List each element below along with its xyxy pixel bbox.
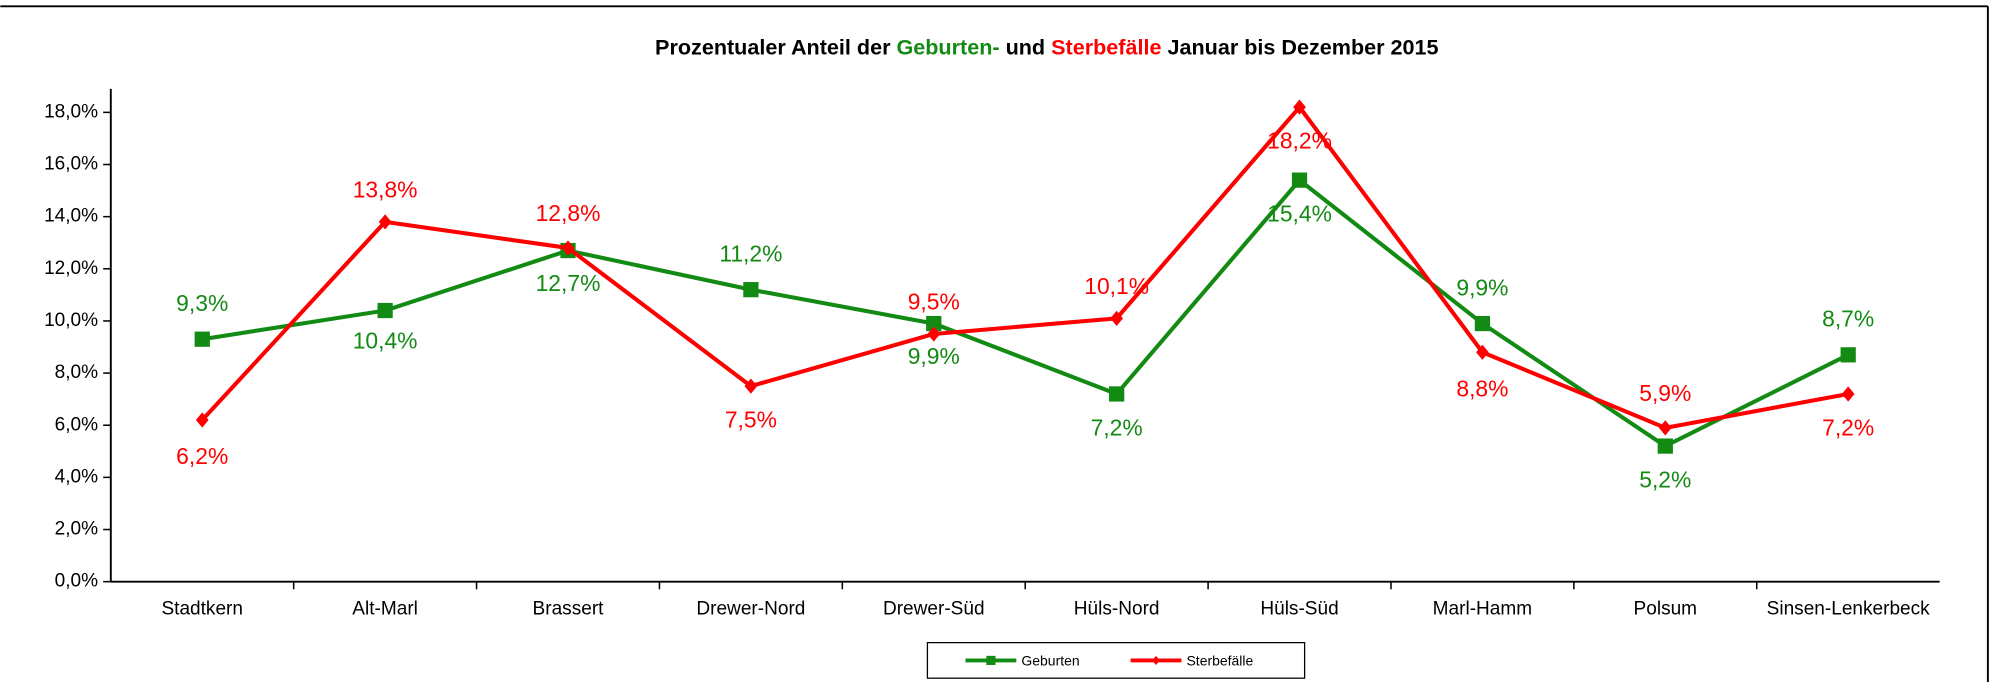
data-label: 8,7% (1822, 306, 1874, 332)
data-label: 9,9% (1456, 274, 1508, 300)
title-part: Prozentualer Anteil der (655, 35, 896, 60)
title-part: Geburten- (896, 35, 999, 60)
data-label: 7,2% (1822, 415, 1874, 441)
x-tick-label: Hüls-Nord (1074, 599, 1160, 620)
series-line (200, 105, 1849, 430)
data-point (1658, 420, 1672, 436)
data-point (377, 302, 393, 319)
data-label: 15,4% (1267, 201, 1332, 227)
y-tick-label: 12,0% (44, 258, 98, 279)
series-line (201, 178, 1850, 449)
chart-title: Prozentualer Anteil der Geburten- und St… (655, 35, 1438, 60)
y-tick-label: 2,0% (55, 519, 98, 540)
data-point (744, 378, 758, 394)
y-tick-label: 18,0% (44, 101, 98, 122)
y-tick-label: 4,0% (55, 466, 98, 487)
title-part: Sterbefälle (1051, 35, 1161, 60)
data-point (743, 282, 759, 298)
x-tick-label: Hüls-Süd (1260, 599, 1338, 620)
data-label: 6,2% (176, 443, 228, 469)
data-label: 10,4% (353, 327, 418, 353)
data-point (927, 326, 941, 342)
data-point (1474, 315, 1491, 332)
data-point (1293, 99, 1306, 115)
y-tick-label: 0,0% (55, 571, 98, 592)
data-point (378, 214, 392, 230)
y-tick-label: 6,0% (55, 414, 98, 435)
data-label: 5,9% (1639, 380, 1691, 406)
data-label: 7,5% (725, 407, 777, 433)
data-label: 18,2% (1267, 128, 1332, 154)
data-point (561, 240, 575, 256)
data-label: 8,8% (1456, 375, 1508, 401)
y-tick-label: 8,0% (55, 362, 98, 383)
data-point (1841, 386, 1855, 402)
title-part: und (1000, 35, 1052, 60)
data-label: 9,9% (908, 343, 960, 369)
x-tick-label: Drewer-Süd (883, 599, 985, 620)
data-label: 5,2% (1639, 467, 1691, 493)
x-tick-label: Alt-Marl (352, 599, 418, 620)
x-tick-label: Drewer-Nord (696, 599, 805, 620)
data-point (1109, 386, 1125, 402)
x-tick-label: Brassert (533, 599, 605, 620)
legend-label: Sterbefälle (1187, 652, 1254, 668)
data-point (1291, 172, 1308, 188)
data-label: 9,5% (908, 289, 960, 315)
data-label: 12,8% (536, 200, 601, 226)
x-tick-label: Stadtkern (161, 599, 243, 620)
data-label: 12,7% (536, 270, 601, 296)
x-tick-label: Polsum (1634, 599, 1698, 620)
data-label: 10,1% (1084, 273, 1149, 299)
legend-marker (986, 655, 996, 665)
x-tick-label: Marl-Hamm (1433, 599, 1532, 620)
x-tick-label: Sinsen-Lenkerbeck (1767, 599, 1931, 620)
data-label: 7,2% (1091, 415, 1143, 441)
title-part: Januar bis Dezember 2015 (1161, 35, 1438, 60)
data-point (1840, 347, 1856, 363)
data-point (195, 412, 209, 428)
data-point (1110, 310, 1124, 326)
data-point (1476, 344, 1489, 360)
legend-marker (1152, 655, 1160, 665)
data-point (926, 315, 942, 332)
data-label: 9,3% (176, 290, 228, 316)
data-label: 13,8% (353, 176, 418, 202)
data-point (1657, 438, 1673, 454)
y-tick-label: 14,0% (44, 206, 98, 227)
data-point (194, 331, 210, 347)
y-tick-label: 16,0% (44, 154, 98, 175)
legend-label: Geburten (1021, 652, 1079, 668)
data-label: 11,2% (719, 240, 782, 266)
y-tick-label: 10,0% (44, 310, 98, 331)
